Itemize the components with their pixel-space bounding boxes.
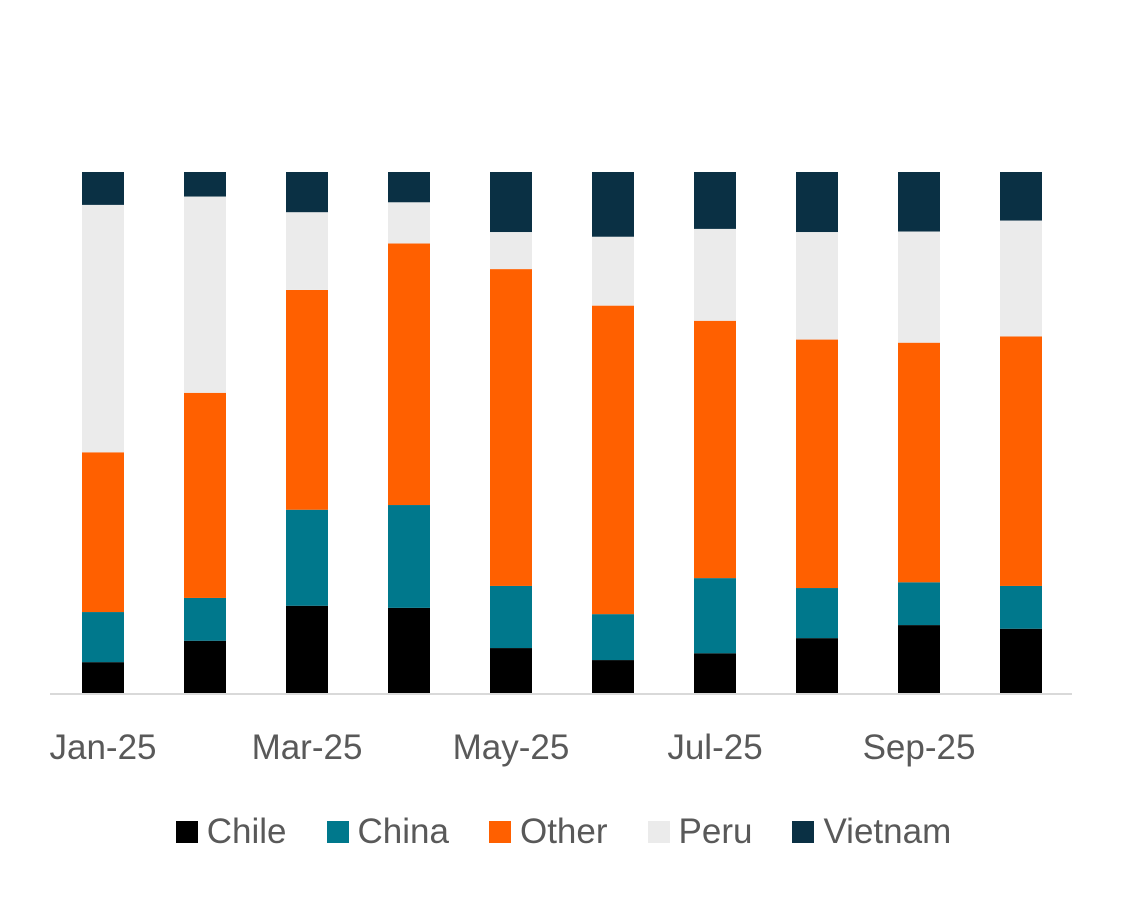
legend-swatch bbox=[488, 821, 511, 843]
x-tick-label: Sep-25 bbox=[863, 728, 976, 767]
bar-segment-vietnam-sep-25 bbox=[898, 172, 940, 232]
legend-swatch bbox=[647, 821, 670, 843]
bar-segment-peru-mar-25 bbox=[286, 212, 328, 290]
bar-segment-china-sep-25 bbox=[898, 582, 940, 626]
x-tick-label: Jul-25 bbox=[667, 728, 762, 767]
bar-segment-vietnam-jun-25 bbox=[592, 172, 634, 237]
bar-segment-vietnam-jul-25 bbox=[694, 172, 736, 229]
legend-item-peru: Peru bbox=[647, 812, 753, 852]
bar-segment-peru-jun-25 bbox=[592, 236, 634, 306]
bar-segment-peru-sep-25 bbox=[898, 231, 940, 343]
bar-segment-peru-apr-25 bbox=[388, 202, 430, 244]
bar-segment-other-aug-25 bbox=[796, 339, 838, 589]
legend-label: Other bbox=[519, 812, 608, 851]
bar-segment-vietnam-mar-25 bbox=[286, 172, 328, 213]
legend-item-chile: Chile bbox=[175, 812, 287, 852]
bar-segment-vietnam-may-25 bbox=[490, 172, 532, 233]
bar-segment-other-jan-25 bbox=[82, 452, 124, 613]
bar-segment-chile-sep-25 bbox=[898, 625, 940, 694]
bar-segment-other-jun-25 bbox=[592, 305, 634, 615]
bar-segment-other-mar-25 bbox=[286, 289, 328, 510]
bar-segment-chile-aug-25 bbox=[796, 638, 838, 694]
bar-segment-vietnam-jan-25 bbox=[82, 172, 124, 205]
bar-segment-china-jul-25 bbox=[694, 578, 736, 654]
legend-swatch bbox=[175, 821, 198, 843]
bar-segment-chile-jan-25 bbox=[82, 662, 124, 694]
bar-segment-other-apr-25 bbox=[388, 243, 430, 506]
legend-item-china: China bbox=[326, 812, 449, 852]
legend-swatch bbox=[326, 821, 349, 843]
x-tick-label: May-25 bbox=[453, 728, 570, 767]
bar-segment-chile-feb-25 bbox=[184, 640, 226, 694]
bar-segment-china-aug-25 bbox=[796, 588, 838, 639]
bar-segment-china-mar-25 bbox=[286, 509, 328, 606]
bar-segment-other-jul-25 bbox=[694, 320, 736, 579]
bar-segment-other-oct-25 bbox=[1000, 336, 1042, 586]
bar-segment-china-jun-25 bbox=[592, 614, 634, 661]
legend-label: Chile bbox=[206, 812, 287, 851]
bar-segment-china-may-25 bbox=[490, 585, 532, 649]
x-tick-label: Jan-25 bbox=[49, 728, 156, 767]
bar-segment-vietnam-apr-25 bbox=[388, 172, 430, 203]
bar-segment-vietnam-aug-25 bbox=[796, 172, 838, 233]
bar-segment-other-feb-25 bbox=[184, 392, 226, 598]
bar-segment-china-oct-25 bbox=[1000, 585, 1042, 629]
x-tick-labels: Jan-25 Mar-25 May-25 Jul-25 Sep-25 bbox=[49, 728, 975, 767]
bar-segment-peru-feb-25 bbox=[184, 196, 226, 393]
bar-segment-peru-aug-25 bbox=[796, 232, 838, 340]
legend-label: Vietnam bbox=[823, 812, 952, 851]
x-tick-label: Mar-25 bbox=[252, 728, 363, 767]
bars-group bbox=[82, 172, 1042, 694]
bar-segment-peru-jul-25 bbox=[694, 228, 736, 321]
bar-segment-chile-apr-25 bbox=[388, 607, 430, 694]
bar-segment-chile-jul-25 bbox=[694, 653, 736, 694]
bar-segment-other-sep-25 bbox=[898, 342, 940, 583]
bar-segment-peru-may-25 bbox=[490, 232, 532, 270]
bar-segment-chile-oct-25 bbox=[1000, 628, 1042, 694]
legend-swatch bbox=[792, 821, 815, 843]
bar-segment-china-feb-25 bbox=[184, 597, 226, 641]
legend: Chile China Other Peru Vietnam bbox=[0, 812, 1127, 852]
bar-segment-peru-oct-25 bbox=[1000, 220, 1042, 337]
bar-segment-chile-jun-25 bbox=[592, 660, 634, 694]
legend-label: Peru bbox=[678, 812, 753, 851]
bar-segment-vietnam-oct-25 bbox=[1000, 172, 1042, 221]
bar-segment-other-may-25 bbox=[490, 269, 532, 586]
stacked-bar-chart: Jan-25 Mar-25 May-25 Jul-25 Sep-25 bbox=[49, 172, 1072, 767]
legend-label: China bbox=[357, 812, 449, 851]
bar-segment-peru-jan-25 bbox=[82, 204, 124, 453]
bar-segment-chile-mar-25 bbox=[286, 605, 328, 694]
bar-segment-china-apr-25 bbox=[388, 505, 430, 608]
bar-segment-vietnam-feb-25 bbox=[184, 172, 226, 197]
bar-segment-chile-may-25 bbox=[490, 648, 532, 694]
legend-item-other: Other bbox=[488, 812, 608, 852]
bar-segment-china-jan-25 bbox=[82, 612, 124, 663]
legend-item-vietnam: Vietnam bbox=[792, 812, 951, 852]
